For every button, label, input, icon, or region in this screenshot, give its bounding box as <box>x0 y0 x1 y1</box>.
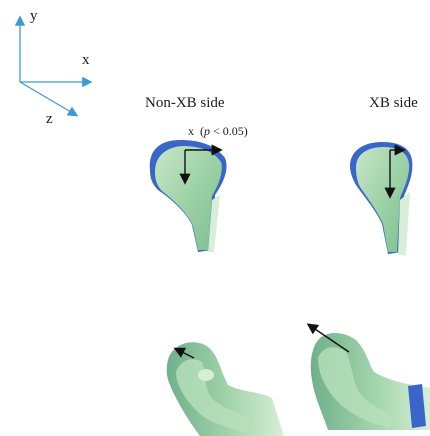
bone-nonxb-bottom <box>166 342 284 436</box>
annotation-axis: x <box>188 124 194 138</box>
arrow-bottom-right <box>306 323 350 353</box>
bone-xb-bottom <box>310 333 430 430</box>
displacement-arrows <box>173 144 406 359</box>
annotation-open: ( <box>200 124 204 138</box>
xb-side-title: XB side <box>369 95 418 111</box>
annotation-threshold: < 0.05) <box>210 124 248 138</box>
z-axis-label: z <box>46 111 53 127</box>
bone-nonxb-top <box>149 140 227 252</box>
z-axis <box>19 81 79 117</box>
annotation-p-symbol: p <box>204 124 210 138</box>
x-axis-label: x <box>82 52 90 68</box>
coordinate-axes <box>14 15 93 117</box>
arrow-bottom-left <box>173 347 195 359</box>
y-axis-label: y <box>30 8 38 24</box>
bone-xb-top <box>350 142 413 255</box>
significance-annotation: x (p < 0.05) <box>188 124 248 139</box>
non-xb-side-title: Non-XB side <box>145 95 225 111</box>
